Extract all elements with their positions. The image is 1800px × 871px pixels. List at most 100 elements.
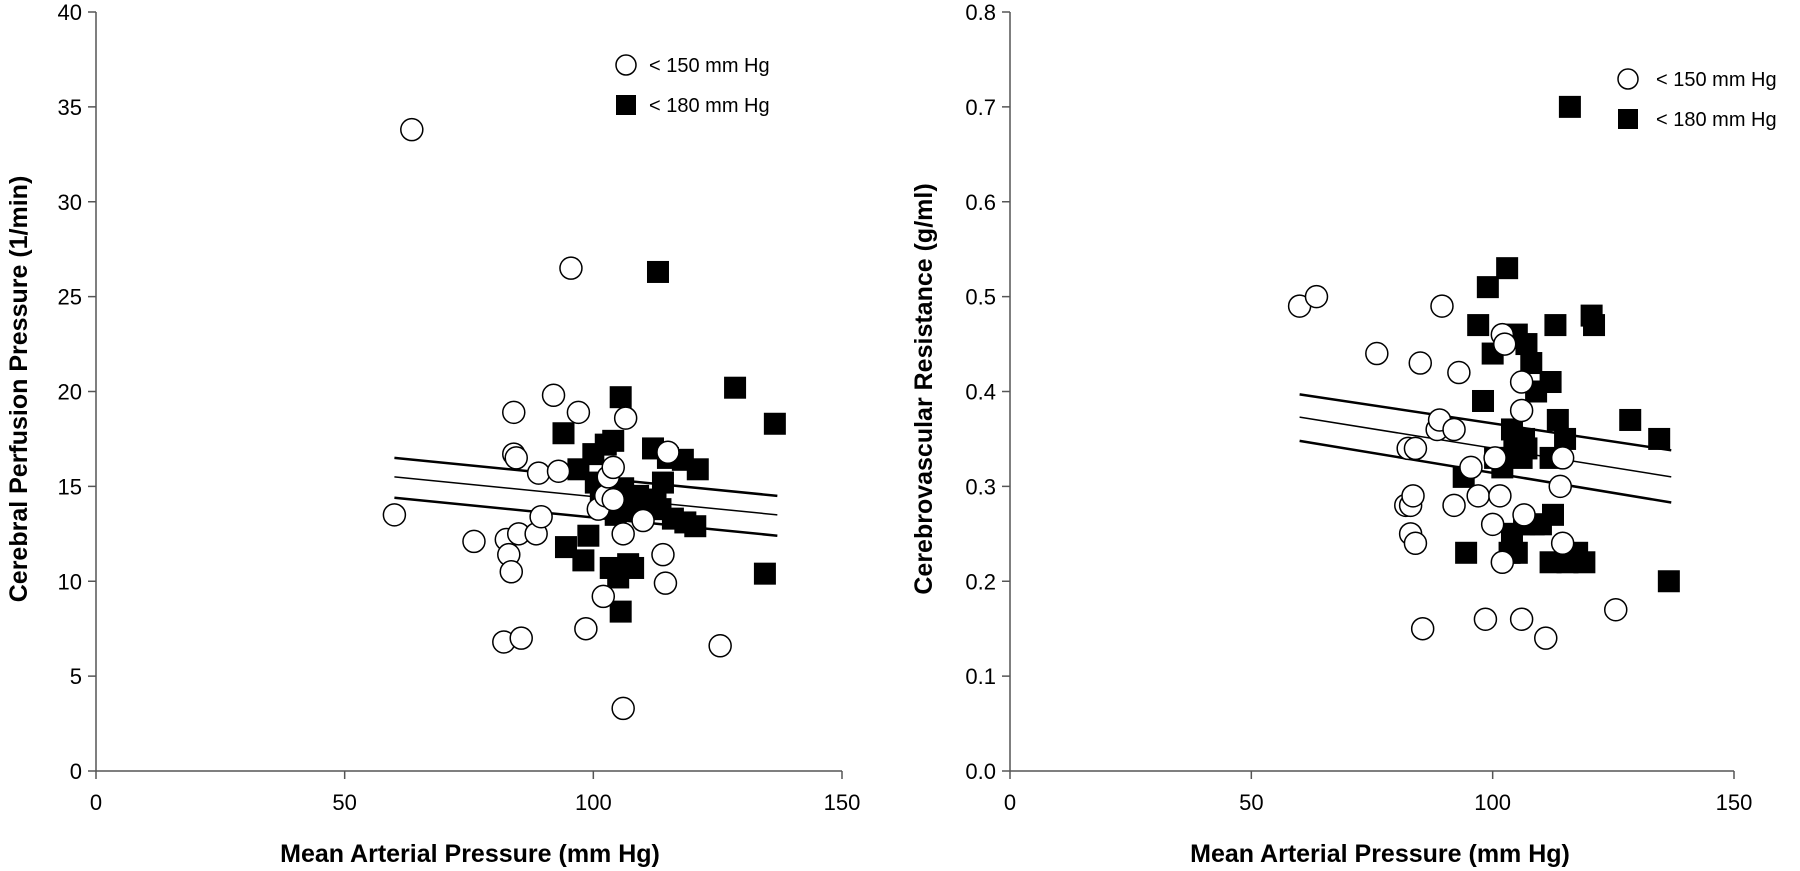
data-point-circle [1534, 626, 1558, 650]
legend: < 150 mm Hg < 180 mm Hg [615, 54, 770, 117]
data-point-circle [559, 256, 583, 280]
data-point-circle [1509, 607, 1534, 631]
data-point-square [552, 422, 575, 445]
data-point-circle [1512, 503, 1536, 527]
x-tick-label: 150 [824, 790, 861, 815]
data-point-circle [1490, 550, 1515, 575]
data-point-circle [1466, 484, 1490, 508]
x-tick-label: 50 [1239, 790, 1263, 815]
data-point-circle [1430, 294, 1454, 318]
x-axis-title: Mean Arterial Pressure (mm Hg) [1190, 840, 1570, 868]
data-point-square [1539, 551, 1562, 574]
data-point-square [1455, 541, 1478, 564]
data-point-circle [1509, 370, 1534, 394]
data-point-square [1657, 570, 1680, 593]
legend-label: < 150 mm Hg [649, 55, 770, 77]
data-point-square [684, 515, 707, 538]
data-point-square [686, 458, 709, 481]
y-tick-label: 0 [70, 759, 82, 784]
y-tick-label: 35 [58, 95, 82, 120]
data-point-square [572, 549, 595, 572]
x-tick-label: 100 [575, 790, 612, 815]
data-point-circle [708, 634, 732, 658]
data-point-square [1476, 276, 1499, 299]
data-point-circle [502, 400, 526, 425]
y-tick-label: 10 [58, 569, 82, 594]
data-point-circle [601, 487, 625, 512]
y-tick-label: 0.2 [965, 569, 996, 594]
data-point-circle [631, 508, 655, 533]
data-point-circle [566, 400, 591, 425]
x-tick-label: 0 [1004, 790, 1016, 815]
y-tick-label: 20 [58, 380, 82, 405]
chart-marks [382, 117, 786, 721]
data-point-circle [1603, 597, 1628, 622]
data-point-square [1472, 389, 1495, 412]
confidence-line [1299, 439, 1672, 504]
legend-label: < 180 mm Hg [649, 95, 770, 117]
data-point-circle [1447, 360, 1471, 385]
legend-marker-filled-square [1618, 109, 1638, 129]
data-point-square [1573, 551, 1596, 574]
x-tick-label: 0 [90, 790, 102, 815]
data-point-circle [509, 626, 533, 650]
data-point-circle [1304, 284, 1329, 309]
data-point-circle [1401, 484, 1425, 508]
data-point-square [602, 429, 625, 452]
data-point-square [1515, 333, 1538, 356]
data-point-square [554, 536, 577, 559]
data-point-square [1583, 314, 1606, 337]
chart-marks [1287, 95, 1680, 650]
data-point-square [1539, 371, 1562, 394]
y-tick-label: 0.1 [965, 664, 996, 689]
data-point-circle [1403, 531, 1428, 556]
data-point-circle [1492, 332, 1517, 356]
x-tick-label: 100 [1474, 790, 1511, 815]
y-tick-label: 0.7 [965, 95, 996, 120]
legend-label: < 150 mm Hg [1656, 69, 1777, 91]
data-point-circle [601, 455, 625, 480]
y-tick-label: 0.5 [965, 285, 996, 310]
data-point-square [1544, 314, 1567, 337]
data-point-circle [1509, 398, 1534, 423]
data-point-square [1558, 95, 1581, 118]
data-point-square [753, 562, 776, 585]
confidence-line [1299, 393, 1672, 452]
x-tick-label: 50 [332, 790, 356, 815]
data-point-circle [1410, 616, 1435, 641]
confidence-line [394, 496, 778, 537]
data-point-circle [591, 584, 616, 609]
data-point-circle [400, 117, 424, 142]
data-point-circle [499, 560, 524, 584]
data-point-square [1467, 314, 1490, 337]
y-tick-label: 0.6 [965, 190, 996, 215]
data-point-circle [382, 503, 407, 527]
data-point-square [646, 260, 669, 283]
regression-line [394, 476, 778, 516]
data-point-square [651, 471, 674, 494]
y-tick-label: 25 [58, 285, 82, 310]
data-point-square [609, 386, 632, 409]
y-axis-title: Cerebrovascular Resistance (g/ml) [910, 183, 938, 594]
data-point-square [1496, 257, 1519, 280]
data-point-circle [1480, 512, 1505, 537]
data-point-square [622, 556, 645, 579]
data-point-circle [1550, 531, 1575, 556]
y-tick-label: 0.4 [965, 380, 996, 405]
data-point-square [609, 600, 632, 623]
data-point-circle [504, 446, 528, 470]
data-point-circle [526, 461, 551, 485]
data-point-square [1648, 427, 1671, 450]
data-point-circle [1459, 455, 1483, 480]
data-point-circle [1483, 446, 1507, 470]
data-point-circle [1403, 436, 1428, 461]
y-tick-label: 15 [58, 474, 82, 499]
chart-cerebral-perfusion-pressure: 0 5 10 15 20 25 30 35 40 0 50 100 150 < 150 mm Hg < … [5, 0, 860, 868]
y-tick-label: 5 [70, 664, 82, 689]
data-point-circle [462, 529, 486, 554]
data-point-square [724, 376, 747, 399]
data-point-square [1546, 408, 1569, 431]
y-tick-label: 0.3 [965, 474, 996, 499]
data-point-square [1554, 427, 1577, 450]
